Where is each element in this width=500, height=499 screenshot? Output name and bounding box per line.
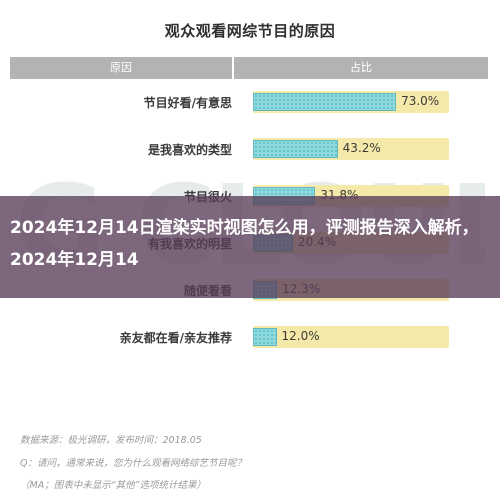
bar <box>253 93 397 111</box>
value-label: 12.0% <box>281 329 320 343</box>
bar <box>253 328 277 346</box>
value-label: 43.2% <box>342 141 381 155</box>
source-note: 数据来源：极光调研，发布时间：2018.05 <box>20 435 202 446</box>
chart-title: 观众观看网综节目的原因 <box>164 22 336 40</box>
category-label: 亲友都在看/亲友推荐 <box>119 331 232 345</box>
bar <box>253 140 338 158</box>
value-label: 73.0% <box>401 94 440 108</box>
question-note: Q：请问，通常来说，您为什么观看网络综艺节目呢？ <box>20 458 246 469</box>
category-label: 是我喜欢的类型 <box>147 143 232 157</box>
column-header-reason: 原因 <box>10 57 232 79</box>
headline-text: 2024年12月14日渲染实时视图怎么用，评测报告深入解析，2024年12月14 <box>10 218 479 270</box>
category-label: 节目好看/有意思 <box>143 96 232 110</box>
bar-track <box>253 326 449 348</box>
remark-note: （MA；图表中未显示“其他”选项统计结果） <box>20 480 207 491</box>
headline-banner: 2024年12月14日渲染实时视图怎么用，评测报告深入解析，2024年12月14 <box>0 196 500 298</box>
column-header-share: 占比 <box>234 57 488 79</box>
